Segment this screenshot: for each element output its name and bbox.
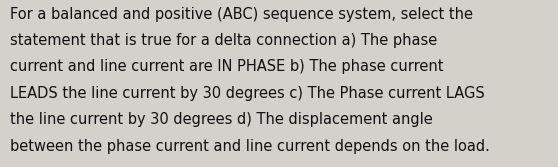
Text: For a balanced and positive (ABC) sequence system, select the: For a balanced and positive (ABC) sequen… [10, 7, 473, 22]
Text: the line current by 30 degrees d) The displacement angle: the line current by 30 degrees d) The di… [10, 112, 433, 127]
Text: current and line current are IN PHASE b) The phase current: current and line current are IN PHASE b)… [10, 59, 444, 74]
Text: between the phase current and line current depends on the load.: between the phase current and line curre… [10, 139, 490, 154]
Text: statement that is true for a delta connection a) The phase: statement that is true for a delta conne… [10, 33, 437, 48]
Text: LEADS the line current by 30 degrees c) The Phase current LAGS: LEADS the line current by 30 degrees c) … [10, 86, 485, 101]
